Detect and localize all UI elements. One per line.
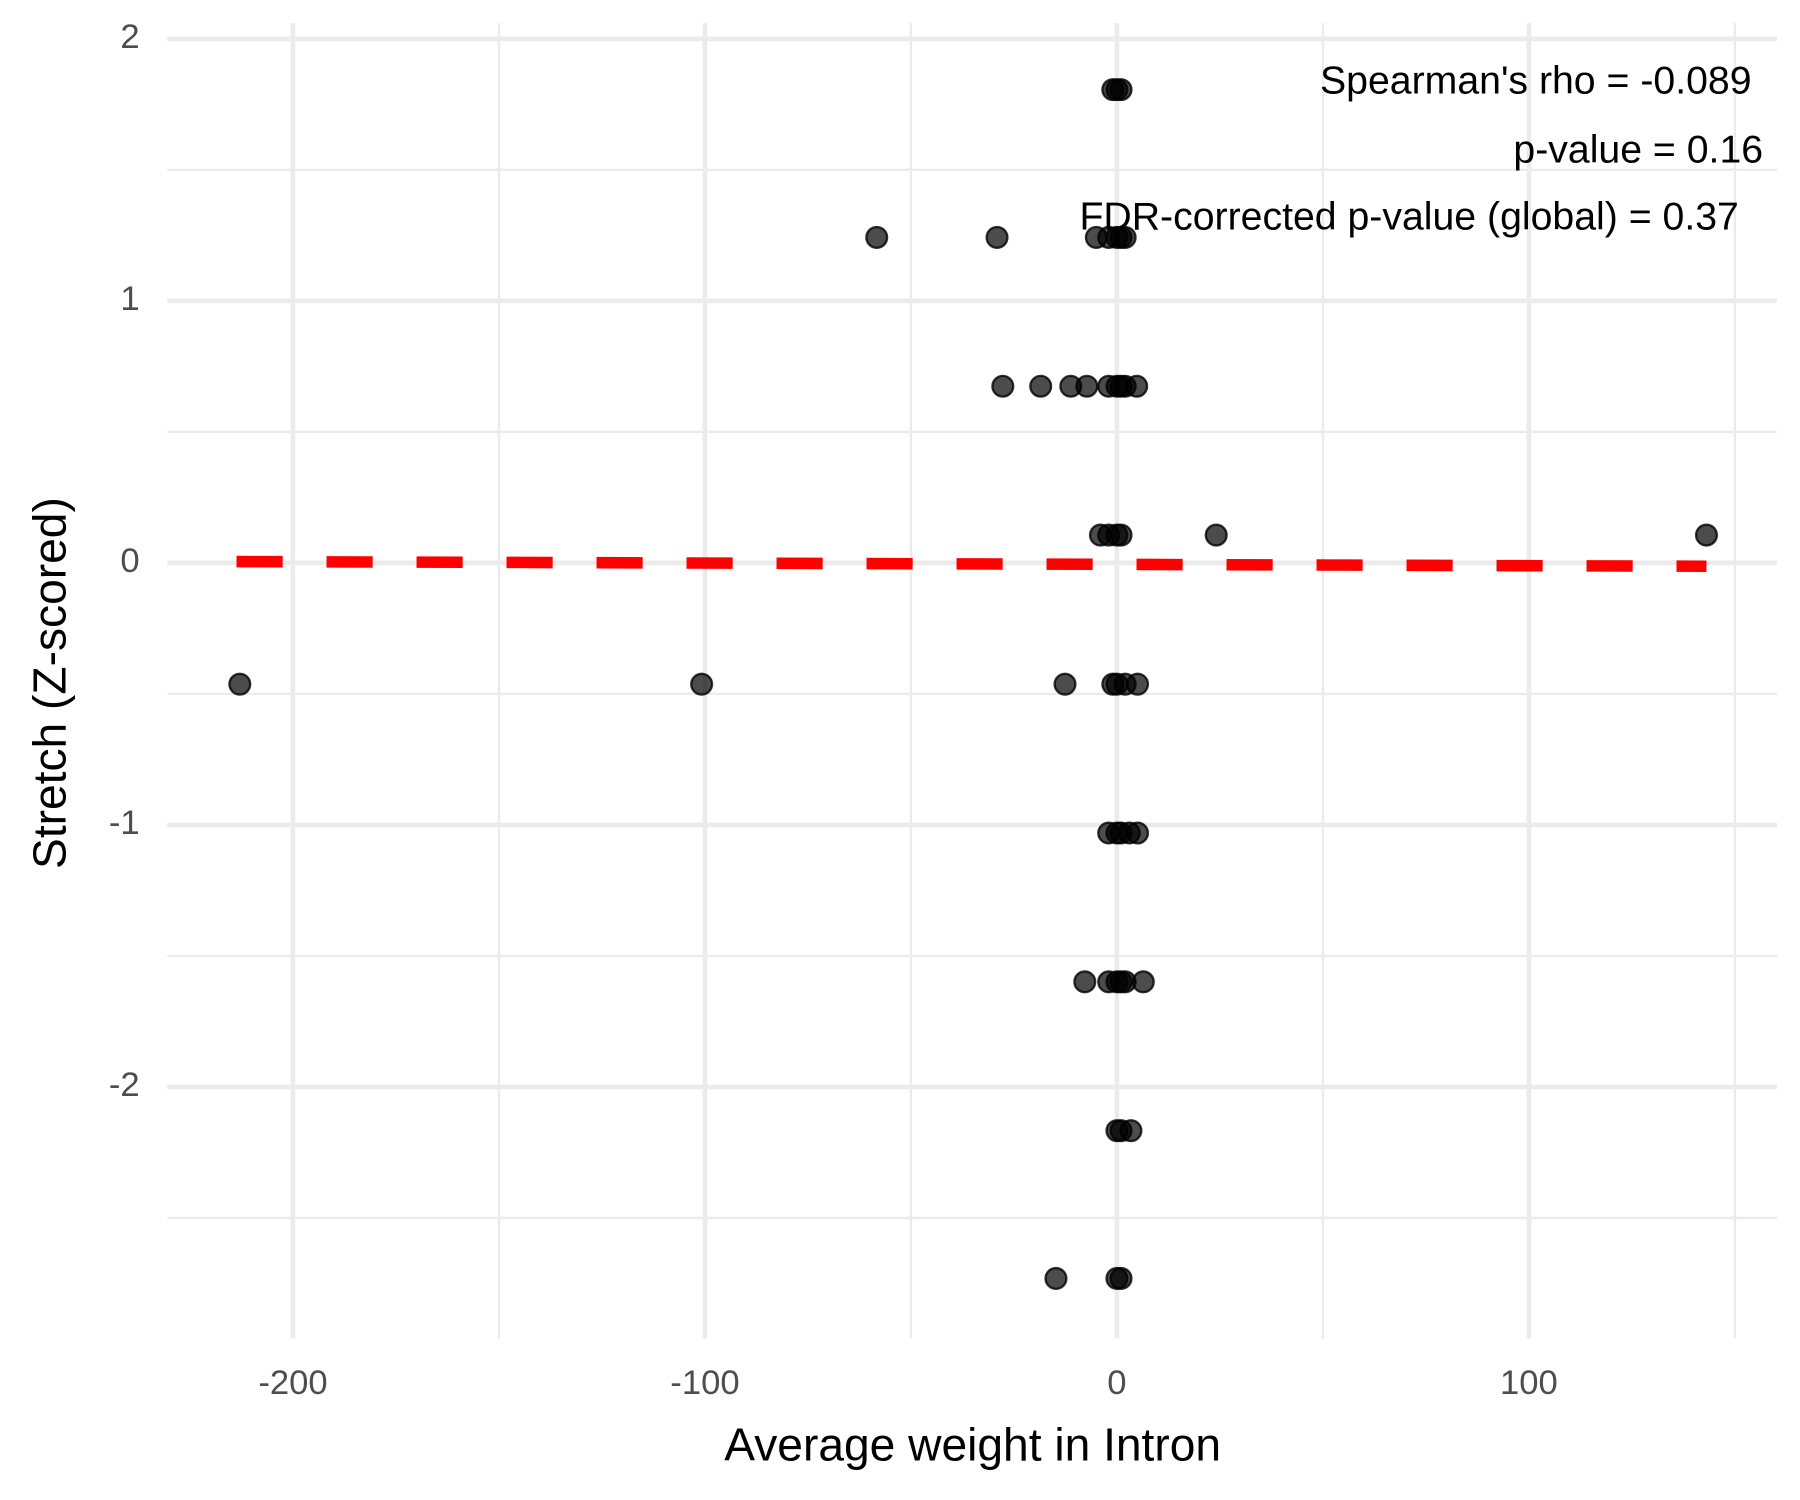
- point: [1119, 1119, 1143, 1143]
- point: [1125, 821, 1150, 845]
- y-tick-label: -2: [109, 1066, 140, 1104]
- y-axis-title: Stretch (Z-scored): [23, 497, 75, 869]
- point: [1109, 1266, 1133, 1290]
- point: [865, 225, 889, 249]
- x-tick-label: -200: [258, 1364, 327, 1402]
- x-axis-title: Average weight in Intron: [724, 1418, 1221, 1470]
- annotation: FDR-corrected p-value (global) = 0.37: [1079, 195, 1738, 239]
- point: [1125, 672, 1150, 696]
- x-tick-label: 0: [1107, 1364, 1126, 1402]
- point: [1204, 523, 1228, 547]
- point: [228, 672, 252, 696]
- trend-line: [236, 555, 1707, 573]
- point: [991, 374, 1015, 398]
- point: [1694, 523, 1719, 547]
- y-tick-label: 0: [120, 542, 139, 580]
- point: [1109, 78, 1133, 102]
- point: [1113, 225, 1137, 249]
- point: [1131, 970, 1155, 994]
- y-tick-label: -1: [109, 804, 140, 842]
- x-tick-label: 100: [1500, 1364, 1558, 1402]
- point: [1029, 374, 1053, 398]
- point: [1073, 970, 1097, 994]
- y-tick-label: 1: [120, 280, 139, 318]
- annotation: Spearman's rho = -0.089: [1320, 58, 1752, 102]
- point: [1044, 1266, 1068, 1290]
- y-tick-label: 2: [120, 18, 139, 56]
- point: [1125, 374, 1149, 398]
- point: [1075, 374, 1099, 398]
- point: [985, 225, 1009, 249]
- point: [690, 672, 714, 696]
- x-tick-label: -100: [670, 1364, 739, 1402]
- point: [1109, 523, 1133, 547]
- point: [1053, 672, 1077, 696]
- annotation: p-value = 0.16: [1513, 128, 1763, 172]
